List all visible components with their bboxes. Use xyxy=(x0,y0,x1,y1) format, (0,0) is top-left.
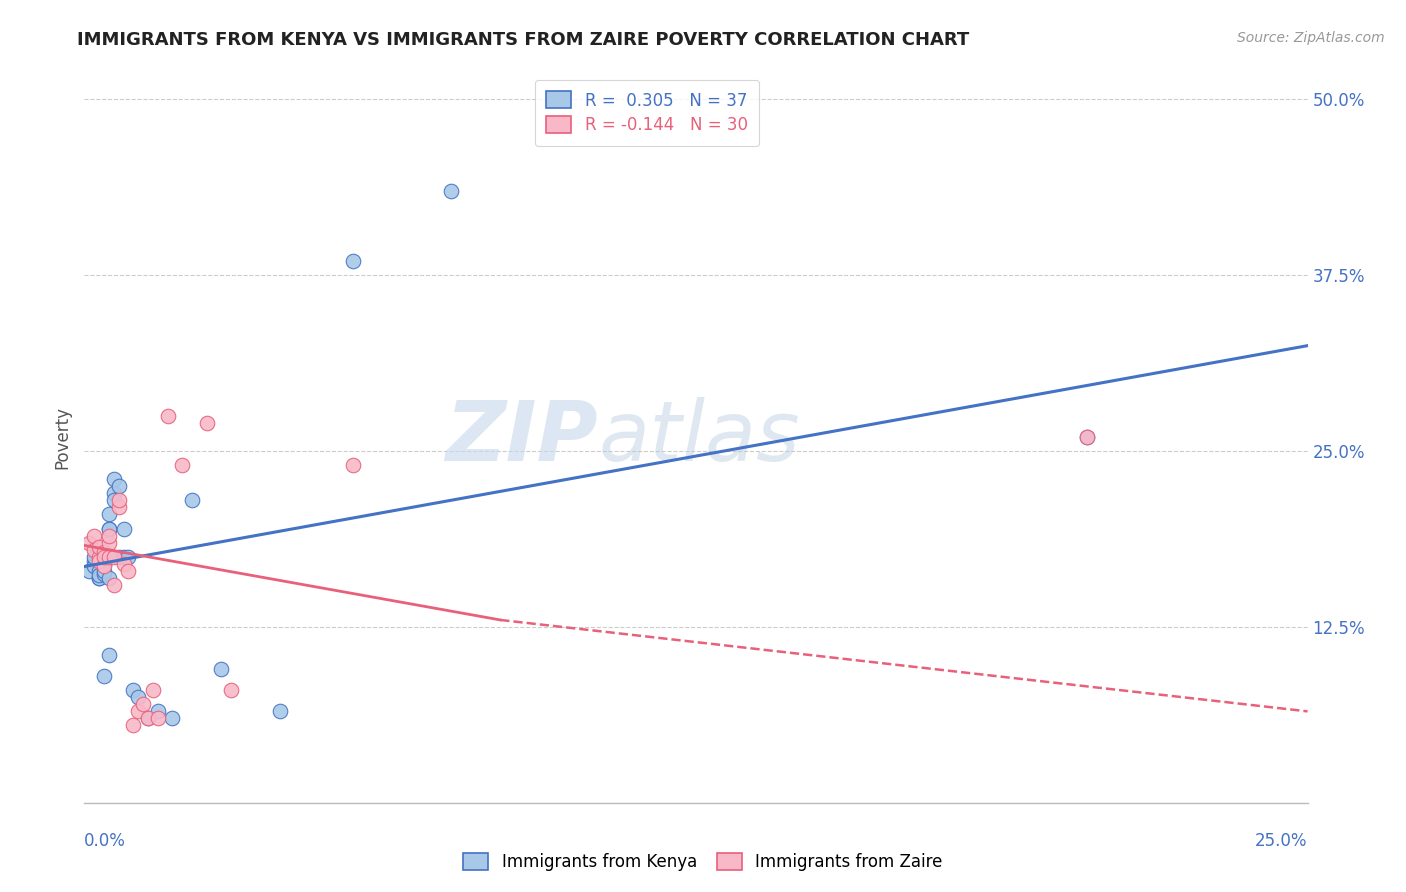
Point xyxy=(117,564,139,578)
Point xyxy=(127,705,149,719)
Point xyxy=(1076,430,1098,444)
Point xyxy=(112,549,135,564)
Point xyxy=(107,500,129,515)
Legend: R =  0.305   N = 37, R = -0.144   N = 30: R = 0.305 N = 37, R = -0.144 N = 30 xyxy=(534,79,759,146)
Text: ZIP: ZIP xyxy=(446,397,598,477)
Point xyxy=(77,535,100,549)
Text: 25.0%: 25.0% xyxy=(1256,832,1308,850)
Legend: Immigrants from Kenya, Immigrants from Zaire: Immigrants from Kenya, Immigrants from Z… xyxy=(456,845,950,880)
Point xyxy=(97,648,120,662)
Point xyxy=(142,683,165,698)
Point xyxy=(127,690,149,705)
Point xyxy=(342,458,364,473)
Text: IMMIGRANTS FROM KENYA VS IMMIGRANTS FROM ZAIRE POVERTY CORRELATION CHART: IMMIGRANTS FROM KENYA VS IMMIGRANTS FROM… xyxy=(77,31,970,49)
Point xyxy=(77,564,100,578)
Point xyxy=(440,184,463,198)
Point xyxy=(93,566,115,581)
Point xyxy=(83,542,105,557)
Text: atlas: atlas xyxy=(598,397,800,477)
Point xyxy=(93,564,115,578)
Point xyxy=(112,521,135,535)
Point xyxy=(103,578,125,592)
Point xyxy=(103,472,125,486)
Point xyxy=(132,698,155,712)
Point xyxy=(83,528,105,542)
Point xyxy=(195,416,218,430)
Point xyxy=(342,254,364,268)
Point xyxy=(219,683,242,698)
Point xyxy=(97,508,120,522)
Point xyxy=(97,549,120,564)
Y-axis label: Poverty: Poverty xyxy=(53,406,72,468)
Point xyxy=(107,493,129,508)
Point xyxy=(83,549,105,564)
Point xyxy=(93,545,115,559)
Point xyxy=(122,718,145,732)
Point xyxy=(93,559,115,574)
Text: 0.0%: 0.0% xyxy=(84,832,127,850)
Point xyxy=(146,711,169,725)
Point xyxy=(93,669,115,683)
Point xyxy=(103,486,125,500)
Point xyxy=(146,705,169,719)
Point xyxy=(87,554,110,568)
Point xyxy=(87,540,110,554)
Point xyxy=(87,571,110,585)
Point xyxy=(122,683,145,698)
Point xyxy=(93,549,115,564)
Point xyxy=(87,568,110,582)
Point xyxy=(87,549,110,564)
Point xyxy=(97,571,120,585)
Point xyxy=(97,521,120,535)
Point xyxy=(107,479,129,493)
Point xyxy=(97,528,120,542)
Point xyxy=(93,557,115,571)
Point xyxy=(112,557,135,571)
Point xyxy=(93,545,115,559)
Point xyxy=(103,493,125,508)
Point xyxy=(172,458,194,473)
Point xyxy=(181,493,204,508)
Point xyxy=(1076,430,1098,444)
Point xyxy=(156,409,179,423)
Point xyxy=(117,549,139,564)
Text: Source: ZipAtlas.com: Source: ZipAtlas.com xyxy=(1237,31,1385,45)
Point xyxy=(162,711,184,725)
Point xyxy=(269,705,291,719)
Point xyxy=(87,564,110,578)
Point xyxy=(136,711,159,725)
Point xyxy=(83,554,105,568)
Point xyxy=(87,571,110,585)
Point xyxy=(103,549,125,564)
Point xyxy=(97,535,120,549)
Point xyxy=(107,549,129,564)
Point xyxy=(209,662,232,676)
Point xyxy=(97,521,120,535)
Point xyxy=(83,559,105,574)
Point xyxy=(136,711,159,725)
